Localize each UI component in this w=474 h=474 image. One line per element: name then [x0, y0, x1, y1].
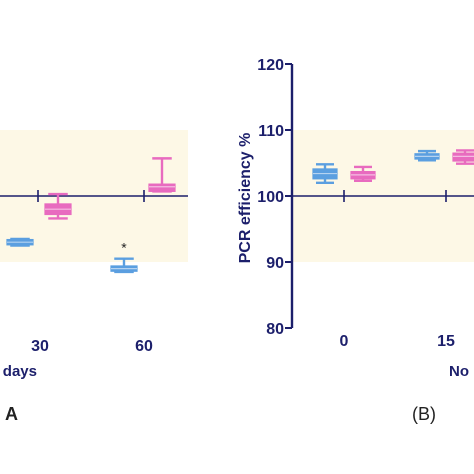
panel-b-y-tick-100: 100: [257, 189, 284, 206]
panel-a-label: A: [5, 404, 18, 424]
panel-b-x-axis-label: No: [449, 363, 469, 380]
panel-b-label: (B): [412, 404, 436, 424]
panel-b-y-tick-90: 90: [266, 255, 284, 272]
panel-b-chart: [285, 63, 474, 329]
panel-a-x-tick-60: 60: [135, 338, 153, 355]
panel-b-y-axis-label: PCR efficiency %: [237, 133, 254, 264]
panel-a-pink-box-60: [148, 157, 176, 193]
panel-a-blue-box-60: *: [110, 240, 138, 274]
panel-b-pink-box-15-box: [452, 152, 474, 162]
panel-a-chart: *: [0, 130, 188, 274]
panel-b-y-tick-120: 120: [257, 57, 284, 74]
panel-b-pink-box-0: [350, 165, 376, 183]
panel-a-blue-box-60-annotation: *: [121, 240, 127, 256]
panel-b-x-tick-0: 0: [340, 333, 349, 350]
panel-a-pink-box-60-box: [148, 183, 176, 192]
panel-b-y-tick-80: 80: [266, 321, 284, 338]
panel-b-blue-box-15: [414, 149, 440, 162]
panel-a-x-axis-label: days: [3, 363, 37, 380]
panel-a-pink-box-30: [44, 192, 72, 220]
panel-a-x-tick-30: 30: [31, 338, 49, 355]
panel-b-blue-box-0: [312, 163, 338, 185]
panel-b-y-tick-110: 110: [258, 123, 284, 140]
panel-b-pink-box-15: [452, 149, 474, 165]
panel-a-blue-box-15: [6, 237, 34, 247]
panel-b-x-tick-15: 15: [437, 333, 455, 350]
